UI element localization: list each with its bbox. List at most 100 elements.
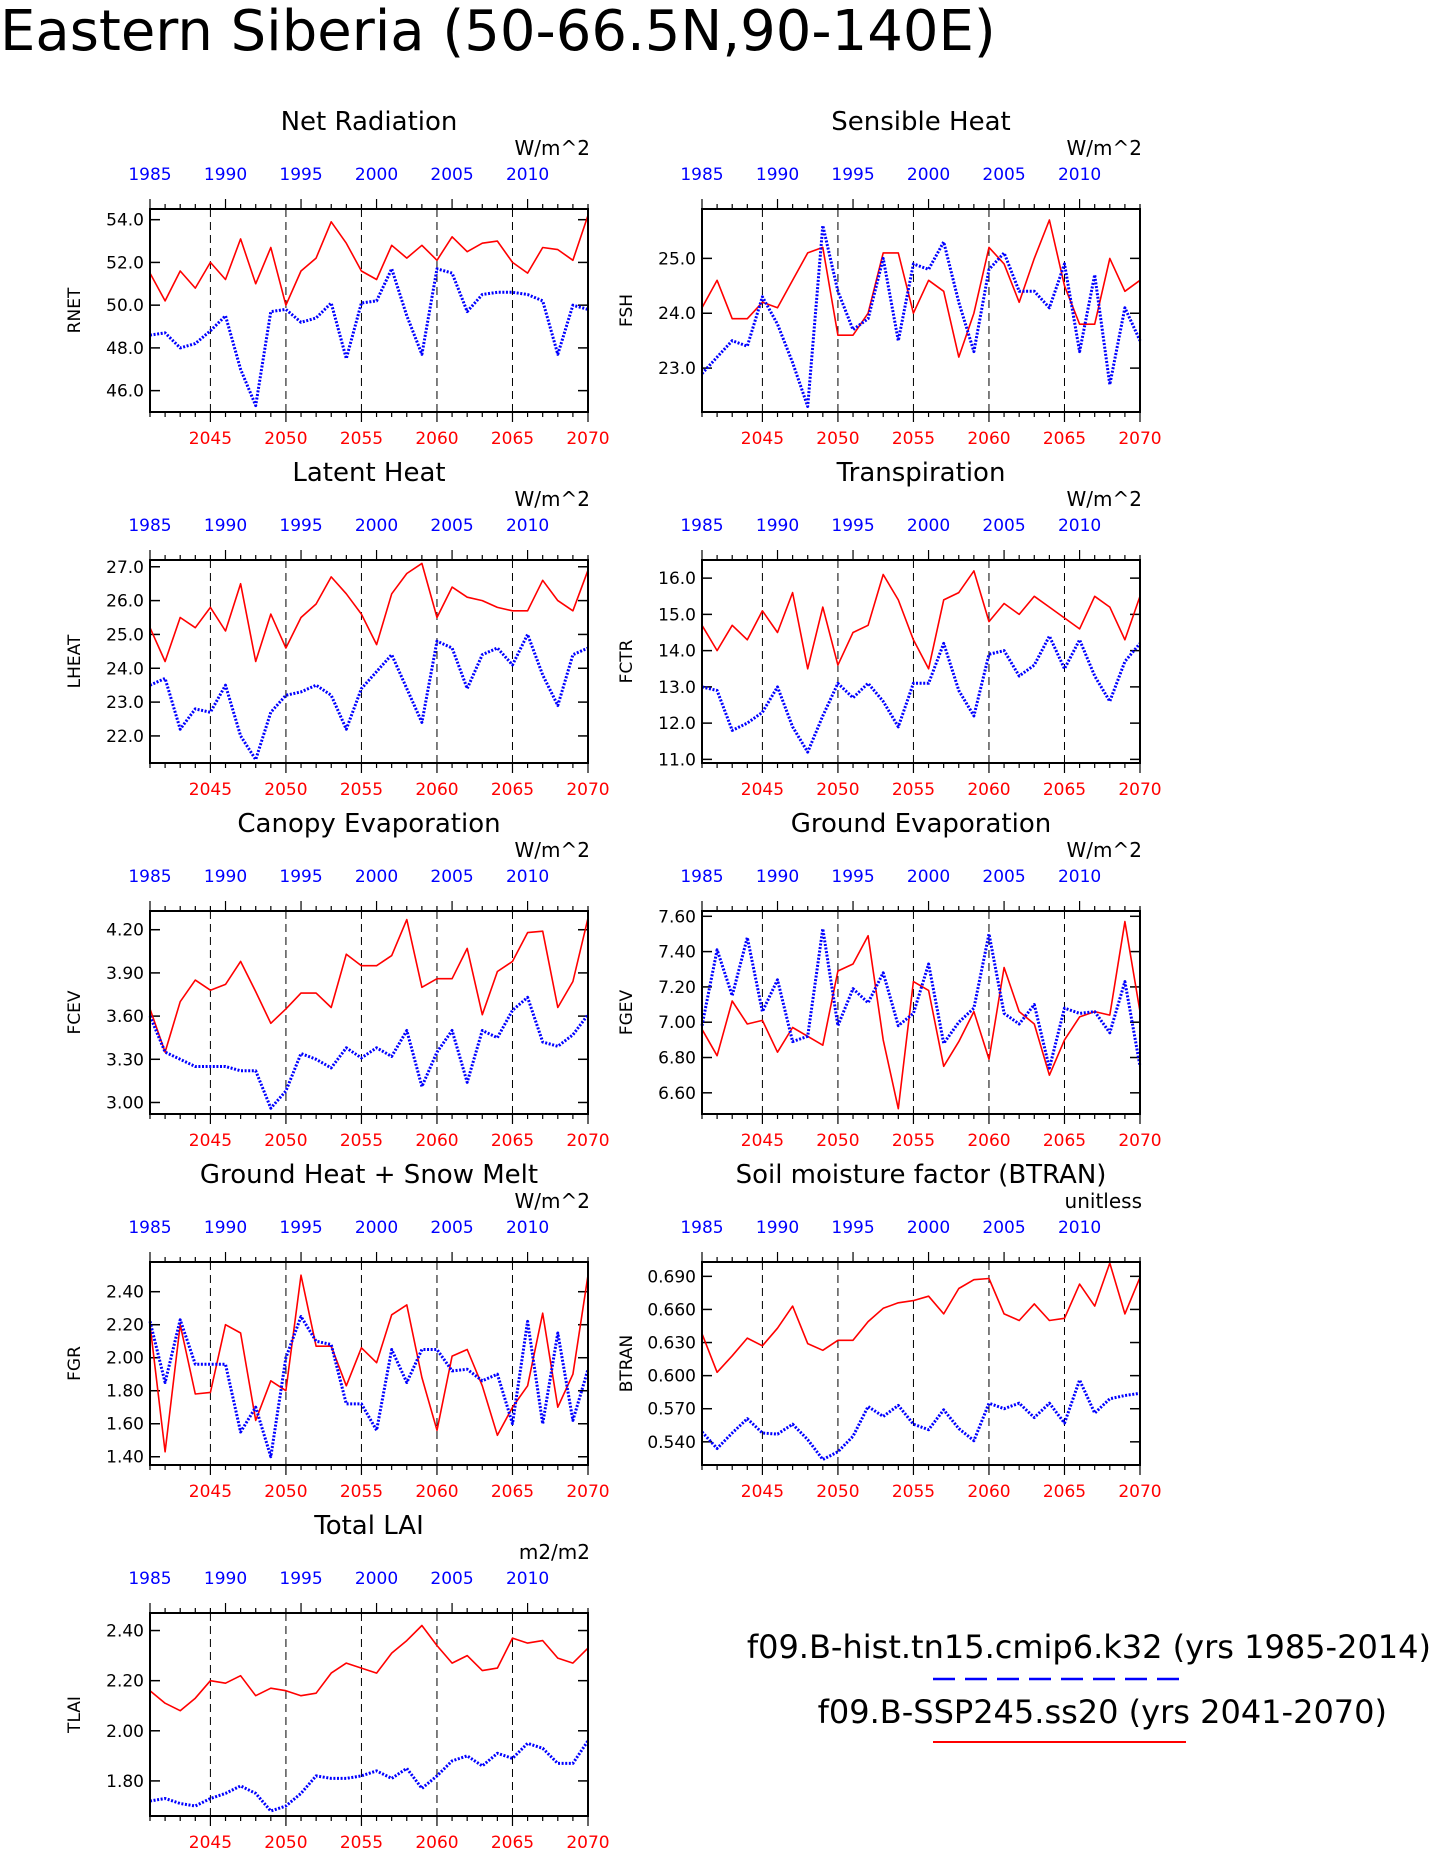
y-tick-label: 2.20 (106, 1316, 144, 1336)
y-tick-label: 24.0 (658, 304, 696, 324)
y-tick-label: 22.0 (106, 727, 144, 747)
x-bottom-tick-label: 2050 (264, 1131, 307, 1151)
x-bottom-tick-label: 2065 (491, 780, 534, 800)
x-bottom-tick-label: 2055 (340, 429, 383, 449)
y-tick-label: 6.80 (658, 1049, 696, 1069)
x-top-tick-label: 2005 (982, 867, 1025, 887)
x-top-tick-label: 1995 (279, 1569, 322, 1589)
page-title: Eastern Siberia (50-66.5N,90-140E) (0, 0, 996, 64)
x-top-tick-label: 2005 (982, 1218, 1025, 1238)
chart-title: Transpiration (836, 458, 1006, 488)
x-bottom-tick-label: 2055 (892, 429, 935, 449)
y-tick-label: 2.00 (106, 1722, 144, 1742)
x-bottom-tick-label: 2045 (189, 429, 232, 449)
chart-btran: Soil moisture factor (BTRAN)unitless BTRA… (617, 1160, 1162, 1502)
x-top-tick-label: 2005 (982, 516, 1025, 536)
x-top-tick-label: 1990 (204, 165, 247, 185)
y-tick-label: 4.20 (106, 921, 144, 941)
x-bottom-tick-label: 2045 (189, 780, 232, 800)
x-top-tick-label: 2000 (907, 867, 950, 887)
y-tick-label: 7.60 (658, 907, 696, 927)
x-bottom-tick-label: 2070 (566, 1833, 609, 1849)
chart-title: Canopy Evaporation (237, 809, 500, 839)
x-top-tick-label: 2005 (430, 867, 473, 887)
legend-hist-label: f09.B-hist.tn15.cmip6.k32 (yrs 1985-2014… (747, 1628, 1431, 1666)
y-tick-label: 23.0 (658, 359, 696, 379)
y-tick-label: 26.0 (106, 592, 144, 612)
y-axis-label: FCTR (617, 639, 637, 683)
unit-label: W/m^2 (515, 487, 590, 511)
series-hist-line (700, 927, 1142, 1070)
x-top-tick-label: 1985 (680, 1218, 723, 1238)
y-tick-label: 1.80 (106, 1382, 144, 1402)
series-hist-line (700, 224, 1142, 408)
chart-panels: Net Radiation W/m^2 RNET 46.0 48.0 50.0 52.0 54… (65, 107, 1162, 1853)
x-bottom-tick-label: 2050 (264, 429, 307, 449)
x-bottom-tick-label: 2050 (816, 1131, 859, 1151)
y-tick-label: 3.00 (106, 1093, 144, 1113)
x-top-tick-label: 2005 (982, 165, 1025, 185)
x-bottom-tick-label: 2045 (741, 1131, 784, 1151)
unit-label: W/m^2 (515, 1189, 590, 1213)
series-ssp-line (701, 1262, 1141, 1374)
plot-frame (701, 1261, 1141, 1466)
x-top-tick-label: 2000 (355, 1569, 398, 1589)
y-tick-label: 0.570 (647, 1400, 696, 1420)
x-top-tick-label: 2010 (1058, 165, 1101, 185)
y-tick-label: 3.90 (106, 964, 144, 984)
x-top-tick-label: 2005 (430, 1218, 473, 1238)
y-tick-label: 52.0 (106, 253, 144, 273)
x-bottom-tick-label: 2060 (967, 780, 1010, 800)
x-bottom-tick-label: 2055 (892, 1482, 935, 1502)
y-tick-label: 3.30 (106, 1050, 144, 1070)
x-top-tick-label: 2010 (1058, 867, 1101, 887)
x-top-tick-label: 2000 (355, 165, 398, 185)
series-hist-line (149, 1739, 590, 1813)
x-top-tick-label: 1990 (756, 165, 799, 185)
y-tick-label: 27.0 (106, 558, 144, 578)
chart-fsh: Sensible Heat W/m^2 FSH 23.0 24.0 25.0 2045 205… (617, 107, 1162, 449)
x-bottom-tick-label: 2050 (816, 780, 859, 800)
series-hist-line (700, 1378, 1141, 1461)
chart-title: Ground Heat + Snow Melt (200, 1160, 538, 1190)
x-top-tick-label: 1990 (204, 1218, 247, 1238)
x-top-tick-label: 1995 (831, 1218, 874, 1238)
plot-frame (149, 208, 589, 413)
x-top-tick-label: 2010 (1058, 516, 1101, 536)
x-bottom-tick-label: 2070 (566, 1131, 609, 1151)
unit-label: unitless (1065, 1189, 1142, 1213)
x-top-tick-label: 1995 (279, 867, 322, 887)
x-top-tick-label: 2005 (430, 516, 473, 536)
series-hist-line (148, 1315, 590, 1459)
unit-label: W/m^2 (515, 136, 590, 160)
y-tick-label: 0.600 (647, 1367, 696, 1387)
x-top-tick-label: 1990 (756, 1218, 799, 1238)
x-top-tick-label: 2010 (506, 516, 549, 536)
y-tick-label: 25.0 (658, 249, 696, 269)
y-axis-label: LHEAT (65, 634, 85, 688)
y-tick-label: 24.0 (106, 659, 144, 679)
y-tick-label: 1.60 (106, 1415, 144, 1435)
x-top-tick-label: 1995 (279, 1218, 322, 1238)
unit-label: W/m^2 (1067, 838, 1142, 862)
y-axis-label: TLAI (65, 1696, 85, 1734)
x-top-tick-label: 2000 (907, 1218, 950, 1238)
y-tick-label: 1.40 (106, 1448, 144, 1468)
y-tick-label: 2.40 (106, 1283, 144, 1303)
x-bottom-tick-label: 2050 (816, 429, 859, 449)
y-tick-label: 3.60 (106, 1007, 144, 1027)
unit-label: W/m^2 (1067, 136, 1142, 160)
unit-label: W/m^2 (1067, 487, 1142, 511)
x-bottom-tick-label: 2070 (566, 429, 609, 449)
y-tick-label: 2.00 (106, 1349, 144, 1369)
chart-title: Soil moisture factor (BTRAN) (736, 1160, 1107, 1190)
series-ssp-line (149, 1624, 589, 1712)
chart-lheat: Latent Heat W/m^2 LHEAT 22.0 23.0 24.0 25.0 26.… (65, 458, 610, 800)
x-top-tick-label: 1990 (756, 867, 799, 887)
y-tick-label: 2.20 (106, 1672, 144, 1692)
series-hist-line (701, 634, 1142, 754)
y-tick-label: 12.0 (658, 714, 696, 734)
